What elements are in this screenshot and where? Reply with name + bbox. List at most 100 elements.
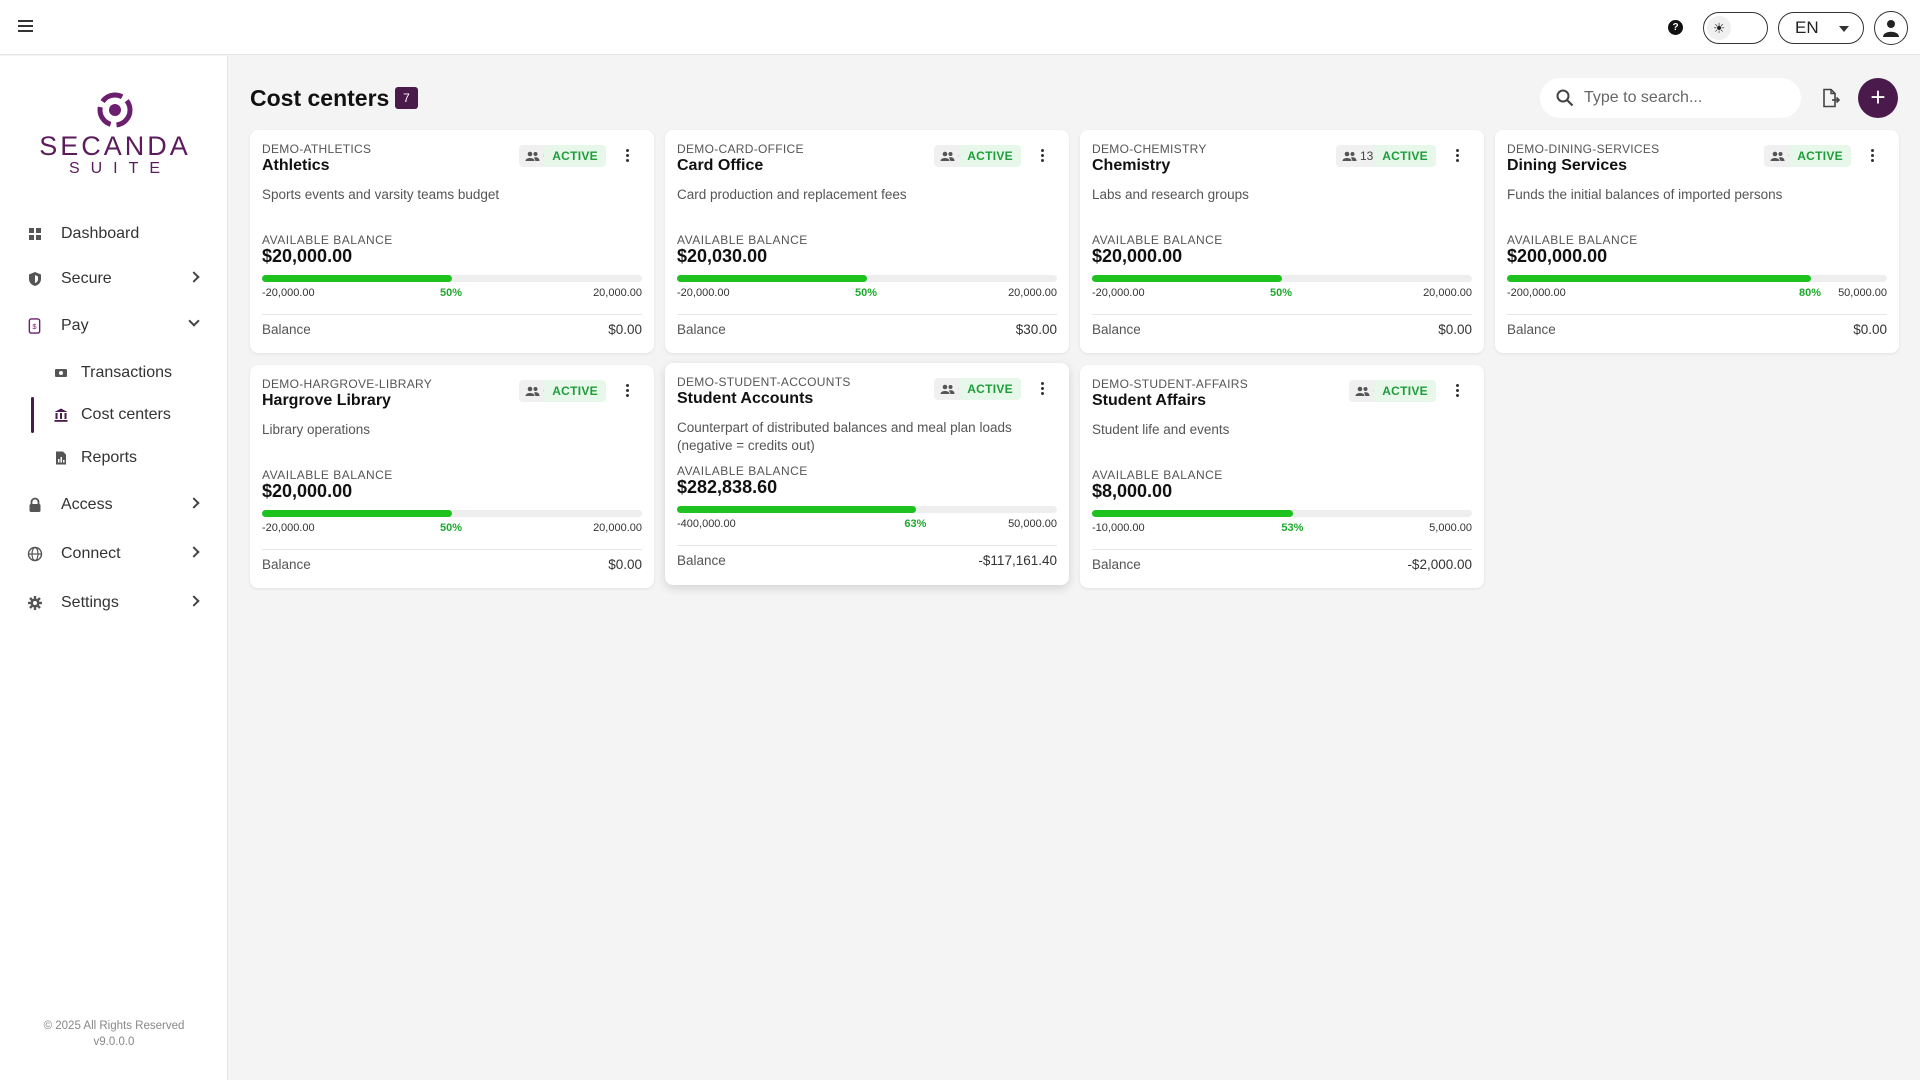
nav-pay-label: Pay	[61, 317, 89, 334]
cost-center-card[interactable]: DEMO-CHEMISTRY Chemistry 135 ACTIVE Labs…	[1080, 130, 1484, 353]
nav-reports[interactable]: Reports	[0, 440, 228, 476]
divider	[262, 549, 642, 550]
nav-connect[interactable]: Connect	[0, 534, 228, 574]
range-min: -20,000.00	[1092, 287, 1145, 299]
nav-secure[interactable]: Secure	[0, 259, 228, 299]
money-transfer-icon	[55, 369, 67, 377]
shield-icon	[29, 272, 41, 286]
balance-label: Balance	[1092, 557, 1141, 572]
cost-center-description: Labs and research groups	[1092, 187, 1249, 202]
cost-center-card[interactable]: DEMO-CARD-OFFICE Card Office 0 ACTIVE Ca…	[665, 130, 1069, 353]
cost-center-code: DEMO-STUDENT-AFFAIRS	[1092, 377, 1249, 391]
more-options-icon[interactable]	[1041, 382, 1045, 396]
caret-down-icon	[1839, 26, 1849, 32]
copyright-text: © 2025 All Rights Reserved	[43, 1020, 185, 1032]
cost-center-card[interactable]: DEMO-DINING-SERVICES Dining Services 0 A…	[1495, 130, 1899, 353]
status-badge: ACTIVE	[1789, 145, 1851, 167]
cost-center-card[interactable]: DEMO-HARGROVE-LIBRARY Hargrove Library 0…	[250, 365, 654, 588]
more-options-icon[interactable]	[1041, 149, 1045, 163]
logo-name: SECANDA	[39, 131, 191, 161]
divider	[1092, 314, 1472, 315]
available-balance-value: $20,000.00	[262, 481, 353, 501]
cost-center-code: DEMO-HARGROVE-LIBRARY	[262, 377, 433, 391]
range-min: -20,000.00	[262, 287, 315, 299]
menu-icon[interactable]	[18, 20, 33, 34]
nav-dashboard[interactable]: Dashboard	[0, 214, 228, 254]
cost-center-code: DEMO-CHEMISTRY	[1092, 142, 1207, 156]
balance-label: Balance	[677, 553, 726, 568]
chevron-right-icon	[188, 595, 200, 607]
version-text: v9.0.0.0	[93, 1036, 135, 1048]
chevron-down-icon	[188, 315, 200, 327]
balance-label: Balance	[1507, 322, 1556, 337]
search-input[interactable]	[1584, 87, 1784, 109]
more-options-icon[interactable]	[1456, 149, 1460, 163]
range-max: 20,000.00	[1423, 287, 1472, 299]
range-max: 50,000.00	[1008, 518, 1057, 530]
nav-pay[interactable]: $ Pay	[0, 306, 228, 346]
available-balance-value: $20,030.00	[677, 246, 768, 266]
balance-value: $0.00	[1853, 322, 1887, 337]
range-percent: 80%	[1799, 287, 1822, 299]
help-icon[interactable]: ?	[1668, 20, 1683, 35]
available-balance-value: $200,000.00	[1507, 246, 1608, 266]
balance-progress-fill	[677, 506, 917, 513]
cost-center-name: Card Office	[677, 157, 764, 174]
nav-transactions[interactable]: Transactions	[0, 355, 228, 391]
balance-progress-fill	[1092, 510, 1294, 517]
range-min: -10,000.00	[1092, 522, 1145, 534]
cost-center-card[interactable]: DEMO-STUDENT-AFFAIRS Student Affairs 0 A…	[1080, 365, 1484, 588]
logo-sub: SUITE	[68, 160, 172, 177]
range-min: -20,000.00	[262, 522, 315, 534]
add-cost-center-button[interactable]: +	[1858, 78, 1898, 118]
balance-progress-track	[262, 510, 642, 517]
cost-center-card[interactable]: DEMO-STUDENT-ACCOUNTS Student Accounts 0…	[665, 363, 1069, 585]
language-select[interactable]: EN	[1778, 12, 1864, 44]
status-badge: ACTIVE	[544, 145, 606, 167]
nav-connect-label: Connect	[61, 545, 121, 562]
chevron-right-icon	[188, 546, 200, 558]
range-percent: 53%	[1281, 522, 1304, 534]
secanda-logo[interactable]: SECANDA SUITE	[30, 90, 200, 180]
footer: © 2025 All Rights Reserved v9.0.0.0	[0, 1018, 228, 1050]
available-balance-label: AVAILABLE BALANCE	[1507, 233, 1638, 247]
users-icon	[1355, 386, 1370, 396]
range-percent: 50%	[1270, 287, 1293, 299]
cost-center-name: Chemistry	[1092, 157, 1171, 174]
count-badge: 7	[395, 87, 418, 109]
balance-value: -$117,161.40	[978, 553, 1057, 568]
user-menu-button[interactable]	[1874, 11, 1908, 45]
users-icon	[1770, 151, 1785, 161]
cost-center-card[interactable]: DEMO-ATHLETICS Athletics 0 ACTIVE Sports…	[250, 130, 654, 353]
nav-access-label: Access	[61, 496, 113, 513]
more-options-icon[interactable]	[1456, 384, 1460, 398]
nav-cost-centers[interactable]: Cost centers	[0, 397, 228, 433]
more-options-icon[interactable]	[626, 384, 630, 398]
export-icon[interactable]	[1819, 87, 1841, 109]
balance-value: $0.00	[608, 557, 642, 572]
range-min: -400,000.00	[677, 518, 736, 530]
more-options-icon[interactable]	[1871, 149, 1875, 163]
range-max: 50,000.00	[1838, 287, 1887, 299]
range-percent: 50%	[440, 522, 463, 534]
status-badge: ACTIVE	[1374, 380, 1436, 402]
cost-center-name: Student Accounts	[677, 390, 814, 407]
search-box	[1540, 78, 1801, 118]
theme-toggle[interactable]: ☀	[1703, 12, 1768, 44]
nav-settings[interactable]: Settings	[0, 583, 228, 623]
users-icon	[525, 151, 540, 161]
cost-center-code: DEMO-ATHLETICS	[262, 142, 372, 156]
chevron-right-icon	[188, 497, 200, 509]
nav-access[interactable]: Access	[0, 485, 228, 525]
range-max: 20,000.00	[593, 287, 642, 299]
more-options-icon[interactable]	[626, 149, 630, 163]
cost-center-description: Library operations	[262, 422, 371, 437]
balance-progress-fill	[1092, 275, 1282, 282]
balance-value: $0.00	[1438, 322, 1472, 337]
active-indicator	[31, 397, 34, 433]
sun-icon: ☀	[1707, 16, 1731, 40]
divider	[677, 314, 1057, 315]
balance-value: -$2,000.00	[1407, 557, 1472, 572]
range-max: 5,000.00	[1429, 522, 1472, 534]
range-max: 20,000.00	[593, 522, 642, 534]
